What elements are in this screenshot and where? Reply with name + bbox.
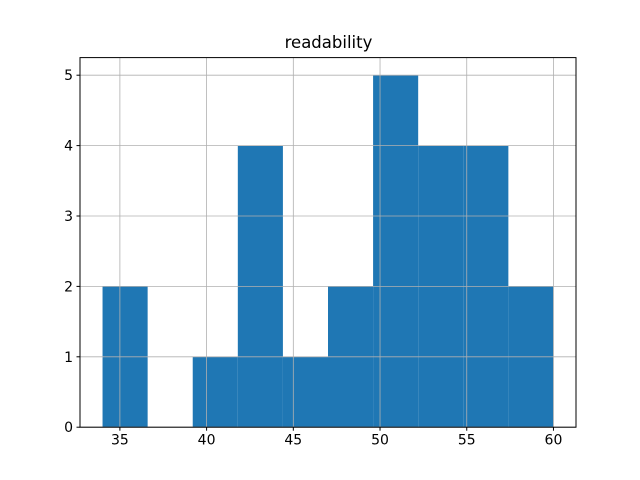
x-tick-label: 40 [198,433,216,449]
chart-title: readability [284,33,373,52]
y-tick-label: 5 [64,68,73,84]
y-tick-label: 4 [64,139,73,155]
x-tick-label: 60 [545,433,563,449]
y-tick-label: 1 [64,350,73,366]
y-tick-label: 0 [64,420,73,436]
x-tick-label: 55 [458,433,476,449]
y-tick-label: 2 [64,279,73,295]
histogram-bar [282,356,328,428]
y-tick-label: 3 [64,209,73,225]
axes-spines [79,57,577,428]
x-tick-label: 35 [111,433,129,449]
x-tick-label: 45 [284,433,302,449]
x-tick-label: 50 [371,433,389,449]
histogram-bar [192,356,238,428]
histogram-bar [373,75,419,428]
